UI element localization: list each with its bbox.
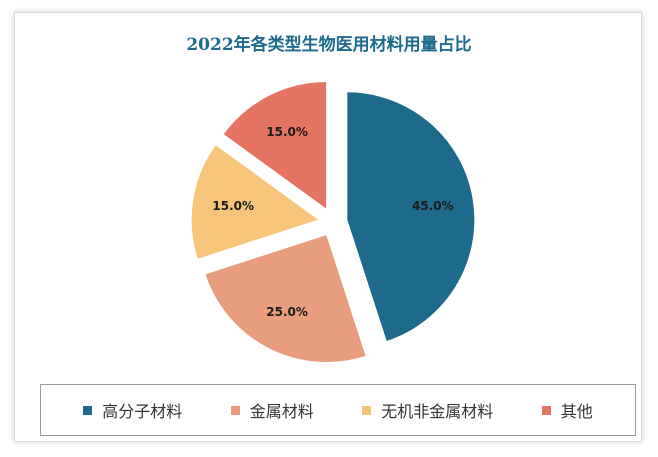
chart-frame [14,12,642,442]
slice-data-label: 25.0% [266,305,308,319]
legend-label: 金属材料 [249,402,314,421]
legend-item: 无机非金属材料 [362,398,493,422]
legend-item: 高分子材料 [83,398,182,422]
slice-data-label: 15.0% [212,199,254,213]
legend-label: 高分子材料 [102,402,183,421]
legend-item: 其他 [541,398,593,422]
slice-data-label: 45.0% [412,199,454,213]
pie-slice [190,143,321,260]
slice-data-label: 15.0% [266,125,308,139]
pie-slice [204,233,367,363]
legend-swatch [362,405,372,415]
legend-label: 其他 [560,402,593,421]
legend-item: 金属材料 [230,398,314,422]
legend-label: 无机非金属材料 [381,402,494,421]
legend-swatch [83,405,93,415]
pie-slice [346,91,476,343]
legend-swatch [230,405,240,415]
pie-slice [222,81,328,211]
chart-title: 2022年各类型生物医用材料用量占比 [186,35,472,55]
legend-swatch [541,405,551,415]
legend: 高分子材料 金属材料 无机非金属材料 其他 [40,384,636,436]
